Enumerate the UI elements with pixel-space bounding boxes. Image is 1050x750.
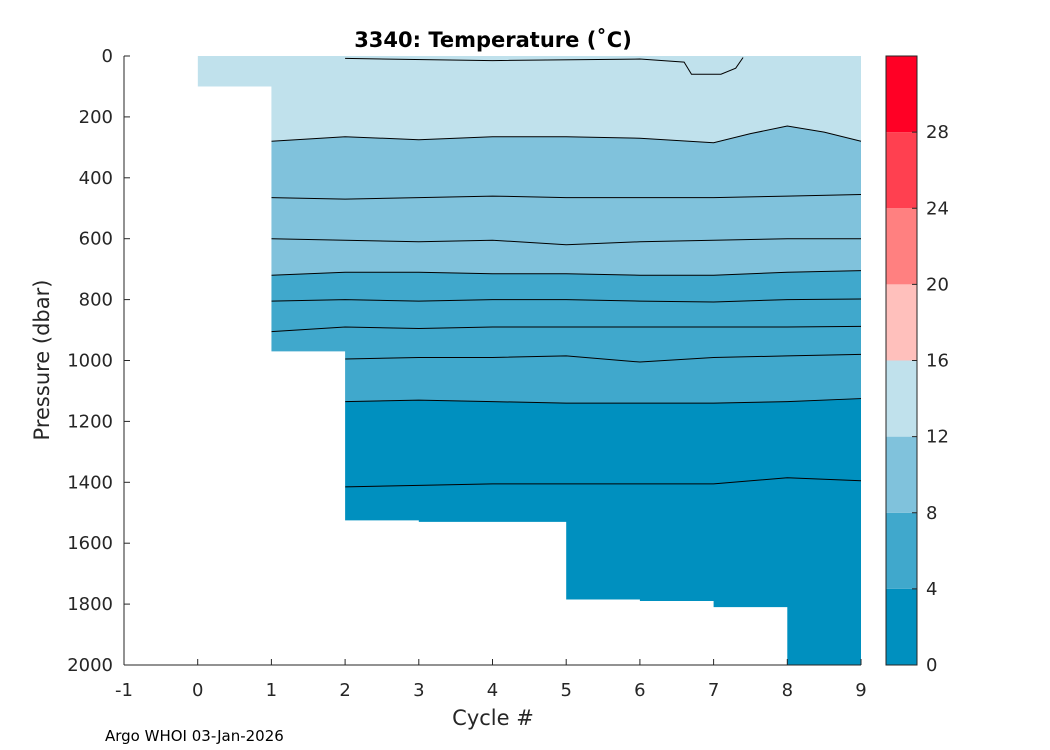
chart-title: 3340: Temperature (˚C) — [354, 28, 632, 52]
isotherm-7 — [271, 298, 862, 303]
colorbar-band — [886, 208, 917, 285]
y-tick-label: 400 — [79, 168, 113, 189]
isotherm-6 — [271, 325, 862, 333]
no-data-region — [124, 56, 861, 665]
x-tick-label: 4 — [487, 680, 498, 701]
colorbar-tick-label: 28 — [926, 122, 949, 143]
y-axis-label: Pressure (dbar) — [30, 280, 54, 441]
x-tick-label: 0 — [192, 680, 203, 701]
y-tick-label: 1200 — [67, 411, 113, 432]
y-tick-label: 600 — [79, 229, 113, 250]
x-axis-label: Cycle # — [452, 706, 534, 730]
colorbar-band — [886, 360, 917, 437]
temperature-fill-layers — [197, 56, 862, 665]
isotherm-10 — [271, 238, 861, 246]
x-tick-label: 7 — [708, 680, 719, 701]
no-data-mask — [124, 56, 861, 665]
colorbar-ticks: 0 4 8 12 16 20 24 28 — [912, 122, 949, 676]
x-tick-label: -1 — [115, 680, 133, 701]
y-tick-label: 1800 — [67, 594, 113, 615]
y-tick-label: 1400 — [67, 472, 113, 493]
colorbar-tick-label: 12 — [926, 427, 949, 448]
x-tick-label: 1 — [266, 680, 277, 701]
y-tick-label: 0 — [102, 46, 113, 67]
y-tick-label: 800 — [79, 290, 113, 311]
colorbar — [885, 55, 918, 666]
colorbar-band — [886, 56, 917, 133]
colorbar-tick-label: 20 — [926, 274, 949, 295]
x-tick-label: 5 — [560, 680, 571, 701]
y-tick-label: 2000 — [67, 655, 113, 676]
y-tick-label: 200 — [79, 107, 113, 128]
y-tick-label: 1000 — [67, 351, 113, 372]
layer-boundary-1 — [271, 270, 862, 276]
x-tick-label: 6 — [634, 680, 645, 701]
colorbar-tick-label: 24 — [926, 198, 949, 219]
colorbar-band — [886, 588, 917, 665]
footer-note: Argo WHOI 03-Jan-2026 — [105, 727, 284, 745]
layer-boundary-0 — [271, 125, 862, 144]
x-tick-label: 2 — [339, 680, 350, 701]
isotherm-3 — [345, 477, 862, 488]
isotherm-11 — [271, 194, 862, 200]
x-tick-label: 8 — [782, 680, 793, 701]
contour-plot-area — [123, 56, 862, 666]
colorbar-band — [886, 512, 917, 589]
x-tick-label: 9 — [855, 680, 866, 701]
colorbar-tick-label: 0 — [926, 655, 937, 676]
layer-boundary-2 — [345, 398, 862, 404]
y-tick-label: 1600 — [67, 533, 113, 554]
y-axis-ticks: 0 200 400 600 800 1000 1200 1400 1600 1800 2000 — [67, 46, 130, 676]
surface-isotherm — [345, 57, 744, 75]
x-tick-label: 3 — [413, 680, 424, 701]
colorbar-tick-label: 16 — [926, 351, 949, 372]
colorbar-band — [886, 132, 917, 209]
colorbar-tick-label: 4 — [926, 579, 937, 600]
colorbar-band — [886, 436, 917, 513]
colorbar-tick-label: 8 — [926, 503, 937, 524]
isotherm-5 — [345, 353, 862, 363]
x-axis-ticks: -1 0 1 2 3 4 5 6 7 8 9 — [115, 659, 867, 701]
colorbar-band — [886, 284, 917, 361]
isotherm-contours — [271, 57, 862, 488]
